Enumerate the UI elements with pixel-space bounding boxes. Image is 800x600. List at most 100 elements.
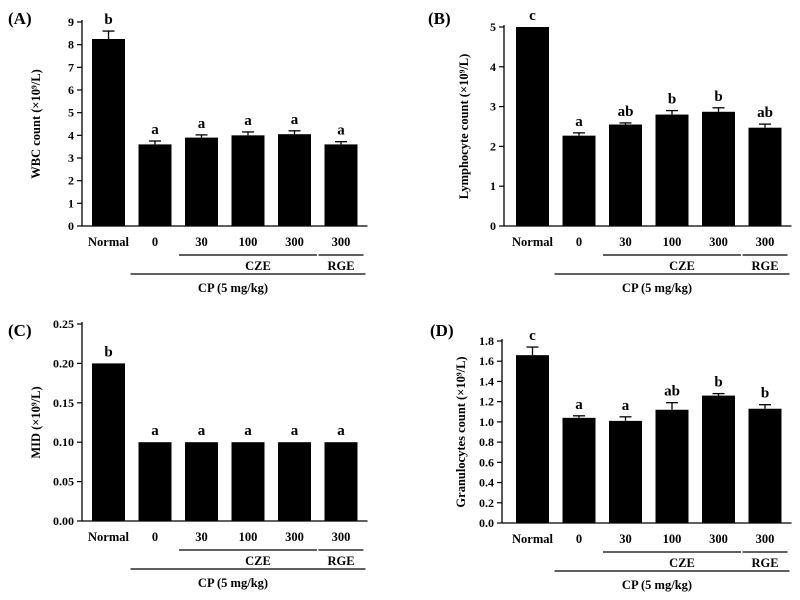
bar (278, 442, 311, 521)
bar (324, 144, 358, 226)
category-label: 100 (663, 235, 682, 249)
category-label: Normal (512, 532, 553, 546)
bar (562, 417, 596, 523)
significance-letter: a (291, 112, 299, 128)
significance-letter: b (104, 344, 112, 360)
significance-letter: a (575, 114, 583, 130)
panel-c: (C) 0.00 0.05 0.10 0.15 0.20 0.25 MID (×10⁹/L) b… (8, 317, 368, 590)
significance-letter: b (714, 89, 722, 105)
bar (138, 144, 172, 226)
category-label: 300 (756, 532, 775, 546)
y-tick-label: 4 (490, 60, 496, 74)
y-tick-label: 1.2 (479, 395, 494, 409)
bar (278, 134, 311, 226)
significance-letter: b (714, 375, 722, 391)
group-label-rge: RGE (751, 556, 778, 570)
y-tick-label: 0.15 (53, 396, 74, 410)
category-label: 30 (619, 235, 632, 249)
y-tick-label: 1.8 (479, 334, 494, 348)
y-tick-label: 0.10 (53, 435, 74, 449)
bar (231, 442, 265, 521)
significance-letter: a (198, 116, 206, 132)
category-label: 30 (195, 530, 208, 544)
category-label: 0 (152, 235, 158, 249)
category-label: 300 (709, 532, 728, 546)
panel-a: (A) 0 1 2 3 4 5 6 7 8 9 WBC count (×10⁹/L) b Normal a 0… (8, 9, 368, 295)
panel-label: (B) (428, 9, 451, 28)
category-label: 0 (576, 235, 582, 249)
y-tick-label: 0 (68, 219, 74, 233)
significance-letter: a (244, 113, 252, 129)
y-axis-label: Lymphocyte count (×10⁹/L) (457, 54, 471, 200)
significance-letter: ab (664, 384, 680, 400)
panel-label: (A) (8, 9, 32, 28)
category-label: 300 (285, 235, 304, 249)
significance-letter: ab (757, 105, 773, 121)
bar (92, 39, 125, 226)
y-tick-label: 2 (68, 174, 74, 188)
y-tick-label: 3 (68, 151, 74, 165)
bar (516, 355, 549, 523)
bar (609, 420, 642, 523)
y-tick-label: 1.6 (479, 354, 494, 368)
y-tick-label: 0.0 (479, 516, 494, 530)
category-label: 300 (332, 235, 351, 249)
significance-letter: b (668, 92, 676, 108)
y-tick-label: 5 (68, 106, 74, 120)
significance-letter: a (151, 122, 159, 138)
bar (609, 124, 642, 226)
y-axis-label: Granulocytes count (×10⁹/L) (454, 356, 468, 507)
y-tick-label: 1 (490, 179, 496, 193)
group-label-cp: CP (5 mg/kg) (622, 281, 692, 295)
y-tick-label: 0 (490, 219, 496, 233)
bar (324, 442, 358, 521)
y-tick-label: 0.2 (479, 496, 494, 510)
group-label-cp: CP (5 mg/kg) (622, 578, 692, 592)
group-label-rge: RGE (327, 259, 354, 273)
significance-letter: a (244, 423, 252, 439)
significance-letter: a (575, 397, 583, 413)
category-label: 300 (285, 530, 304, 544)
significance-letter: a (337, 423, 345, 439)
y-tick-label: 6 (68, 83, 74, 97)
category-label: 100 (239, 235, 258, 249)
category-label: 300 (332, 530, 351, 544)
group-label-cp: CP (5 mg/kg) (198, 576, 268, 590)
panel-label: (D) (430, 321, 454, 340)
y-tick-label: 5 (490, 20, 496, 34)
significance-letter: a (622, 398, 630, 414)
y-tick-label: 0.6 (479, 455, 494, 469)
bar (562, 135, 596, 226)
y-tick-label: 0.05 (53, 475, 74, 489)
y-tick-label: 4 (68, 128, 74, 142)
group-label-rge: RGE (751, 259, 778, 273)
group-label-cze: CZE (669, 259, 695, 273)
y-tick-label: 3 (490, 100, 496, 114)
y-tick-label: 8 (68, 38, 74, 52)
bar (702, 111, 735, 226)
bar (748, 408, 782, 523)
bar (138, 442, 172, 521)
significance-letter: c (529, 8, 536, 24)
category-label: 30 (619, 532, 632, 546)
category-label: 100 (239, 530, 258, 544)
panel-label: (C) (8, 321, 32, 340)
y-tick-label: 7 (68, 60, 74, 74)
significance-letter: a (151, 423, 159, 439)
y-tick-label: 2 (490, 139, 496, 153)
significance-letter: a (337, 123, 345, 139)
group-label-cze: CZE (245, 259, 271, 273)
panel-d: (D) 0.0 0.2 0.4 0.6 0.8 1.0 1.2 1.4 1.6 1.8 Granulo… (430, 321, 792, 592)
y-tick-label: 1 (68, 196, 74, 210)
significance-letter: ab (618, 104, 634, 120)
bar (185, 137, 218, 226)
category-label: Normal (88, 530, 129, 544)
bar (655, 114, 689, 226)
significance-letter: c (529, 328, 536, 344)
category-label: 30 (195, 235, 208, 249)
y-axis-label: MID (×10⁹/L) (29, 386, 43, 458)
y-axis-label: WBC count (×10⁹/L) (29, 69, 43, 179)
bar (655, 409, 689, 523)
significance-letter: b (104, 12, 112, 28)
